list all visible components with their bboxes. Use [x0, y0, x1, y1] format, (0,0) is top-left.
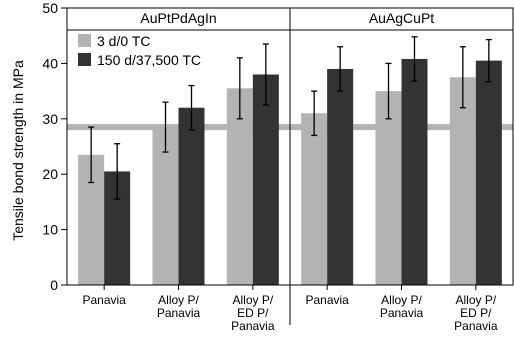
y-tick-label: 10	[42, 222, 58, 238]
y-tick-label: 50	[42, 0, 58, 16]
category-label: Alloy P/	[381, 293, 422, 307]
category-label: Alloy P/	[232, 293, 273, 307]
y-tick-label: 0	[50, 277, 58, 293]
y-axis-title: Tensile bond strength in MPa	[10, 60, 26, 241]
y-tick-label: 20	[42, 166, 58, 182]
category-label: Panavia	[157, 306, 201, 320]
bar-short-term	[301, 113, 328, 285]
bar-short-term	[375, 91, 402, 285]
bar-long-term	[178, 107, 205, 285]
bar-long-term	[401, 58, 428, 285]
category-label: Panavia	[231, 319, 275, 333]
bar-long-term	[252, 74, 279, 285]
category-label: Panavia	[380, 306, 424, 320]
group-title: AuPtPdAgIn	[140, 10, 216, 26]
bar-long-term	[327, 68, 354, 285]
bar-short-term	[152, 127, 179, 285]
legend-swatch	[78, 34, 91, 47]
category-label: ED P/	[460, 306, 492, 320]
category-label: Alloy P/	[455, 293, 496, 307]
legend-swatch	[78, 53, 91, 66]
y-tick-label: 30	[42, 111, 58, 127]
bar-long-term	[475, 60, 502, 285]
category-label: Panavia	[305, 293, 349, 307]
category-label: ED P/	[237, 306, 269, 320]
y-tick-label: 40	[42, 55, 58, 71]
category-label: Panavia	[454, 319, 498, 333]
category-label: Panavia	[82, 293, 126, 307]
legend-label: 150 d/37,500 TC	[97, 52, 201, 68]
bar-short-term	[226, 88, 253, 285]
legend-label: 3 d/0 TC	[97, 33, 150, 49]
bar-short-term	[449, 77, 476, 285]
category-label: Alloy P/	[158, 293, 199, 307]
group-title: AuAgCuPt	[369, 10, 434, 26]
